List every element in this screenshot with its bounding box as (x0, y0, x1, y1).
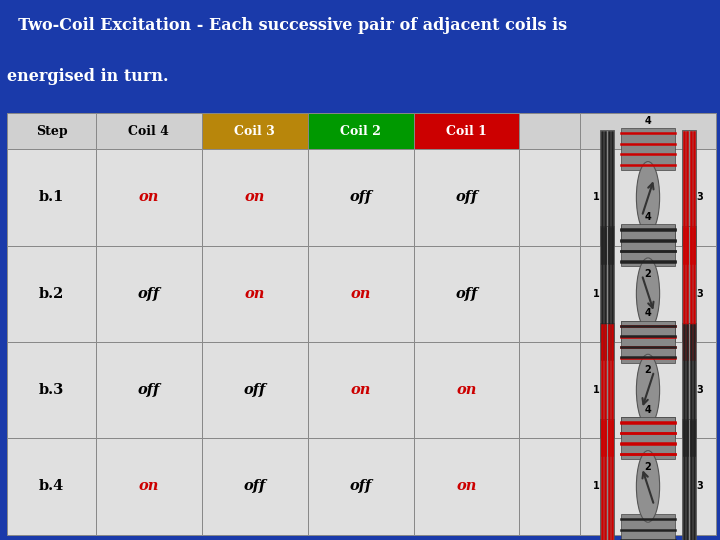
Bar (580, 246, 716, 342)
Bar (307, 149, 413, 246)
Text: off: off (349, 480, 372, 494)
Text: Coil 1: Coil 1 (446, 125, 487, 138)
Bar (621, 224, 675, 266)
Text: b.2: b.2 (39, 287, 64, 301)
Text: on: on (456, 383, 477, 397)
Bar (202, 113, 307, 149)
Bar (7, 113, 96, 149)
Bar (7, 246, 96, 342)
Bar (96, 342, 202, 438)
Text: 4: 4 (644, 212, 652, 222)
Bar (307, 246, 413, 342)
Bar (520, 246, 580, 342)
Circle shape (636, 354, 660, 426)
Bar (202, 438, 307, 535)
Bar (96, 438, 202, 535)
Text: 2: 2 (644, 366, 652, 375)
Bar (413, 438, 520, 535)
Bar (580, 149, 716, 246)
Bar (621, 321, 675, 363)
Text: on: on (351, 287, 371, 301)
Text: b.4: b.4 (39, 480, 64, 494)
Bar (307, 113, 413, 149)
Bar (96, 149, 202, 246)
Text: Coil 3: Coil 3 (235, 125, 275, 138)
Bar (580, 342, 716, 438)
Text: off: off (456, 287, 477, 301)
Bar (520, 149, 580, 246)
Bar (7, 438, 96, 535)
Text: on: on (139, 191, 159, 204)
Text: Two-Coil Excitation - Each successive pair of adjacent coils is: Two-Coil Excitation - Each successive pa… (7, 17, 567, 34)
Circle shape (636, 450, 660, 522)
Text: 3: 3 (696, 482, 703, 491)
Text: on: on (245, 191, 265, 204)
Bar (202, 149, 307, 246)
Text: off: off (138, 383, 160, 397)
Bar (600, 419, 613, 540)
Text: 1: 1 (593, 385, 600, 395)
Text: Step: Step (36, 125, 68, 138)
Text: 4: 4 (644, 405, 652, 415)
Text: off: off (456, 191, 477, 204)
Bar (621, 225, 675, 267)
Bar (520, 438, 580, 535)
Text: 4: 4 (644, 116, 652, 126)
Text: 3: 3 (696, 192, 703, 202)
Bar (580, 438, 716, 535)
Bar (413, 246, 520, 342)
Bar (600, 323, 613, 457)
Bar (600, 130, 613, 265)
Circle shape (636, 161, 660, 233)
Bar (520, 113, 580, 149)
Bar (580, 113, 716, 149)
Text: b.3: b.3 (39, 383, 64, 397)
Bar (600, 226, 613, 361)
Bar (413, 149, 520, 246)
Text: off: off (138, 287, 160, 301)
Bar (621, 417, 675, 459)
Text: on: on (139, 480, 159, 494)
Text: 3: 3 (696, 289, 703, 299)
Bar (520, 342, 580, 438)
Bar (307, 438, 413, 535)
Text: off: off (243, 383, 266, 397)
Text: Coil 4: Coil 4 (128, 125, 169, 138)
Text: 1: 1 (593, 482, 600, 491)
Bar (96, 113, 202, 149)
Bar (202, 342, 307, 438)
Bar (621, 417, 675, 460)
Text: energised in turn.: energised in turn. (7, 68, 168, 85)
Bar (7, 149, 96, 246)
Text: off: off (243, 480, 266, 494)
Text: on: on (245, 287, 265, 301)
Bar (621, 321, 675, 363)
Circle shape (636, 258, 660, 329)
Text: 1: 1 (593, 192, 600, 202)
Text: 3: 3 (696, 385, 703, 395)
Bar (96, 246, 202, 342)
Text: Coil 2: Coil 2 (341, 125, 381, 138)
Bar (413, 342, 520, 438)
Bar (621, 514, 675, 540)
Bar (202, 246, 307, 342)
Text: on: on (351, 383, 371, 397)
Bar (683, 419, 696, 540)
Bar (307, 342, 413, 438)
Text: on: on (456, 480, 477, 494)
Text: 2: 2 (644, 269, 652, 279)
Bar (683, 323, 696, 457)
Text: off: off (349, 191, 372, 204)
Bar (621, 128, 675, 170)
Text: 4: 4 (644, 308, 652, 319)
Bar (683, 226, 696, 361)
Bar (7, 342, 96, 438)
Text: 2: 2 (644, 462, 652, 471)
Bar (683, 130, 696, 265)
Bar (413, 113, 520, 149)
Text: b.1: b.1 (39, 191, 64, 204)
Text: 1: 1 (593, 289, 600, 299)
